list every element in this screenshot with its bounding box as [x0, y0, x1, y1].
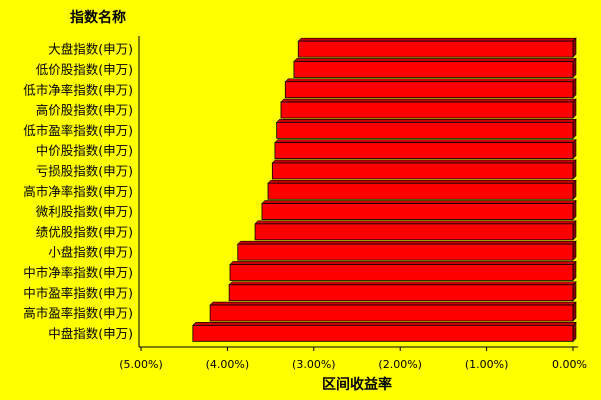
bar-face: [284, 81, 574, 99]
x-tick-label: 0.00%: [552, 358, 587, 371]
category-label: 低市净率指数(申万): [23, 82, 133, 97]
bar-top: [254, 220, 577, 225]
bar-top: [271, 159, 577, 164]
category-label: 高市盈率指数(申万): [23, 306, 133, 321]
bars-group: [192, 37, 577, 343]
bar-top: [228, 281, 577, 286]
bar-face: [293, 61, 574, 78]
bar-11: [229, 260, 577, 282]
bar-face: [274, 142, 574, 160]
bar-7: [267, 179, 577, 200]
bar-face: [271, 162, 574, 180]
bar-top: [237, 240, 577, 245]
bar-top: [261, 200, 577, 204]
bar-face: [297, 40, 574, 58]
bar-face: [237, 243, 574, 261]
category-label: 绩优股指数(申万): [36, 224, 133, 239]
category-label: 低市盈率指数(申万): [23, 123, 133, 138]
x-tick-label: (4.00%): [206, 358, 250, 371]
category-label: 中价股指数(申万): [36, 143, 133, 158]
bar-0: [297, 37, 577, 58]
bar-top: [192, 322, 577, 326]
category-label: 小盘指数(申万): [48, 245, 133, 260]
x-tick-label: (3.00%): [292, 358, 336, 371]
bar-face: [276, 121, 574, 139]
bar-top: [229, 261, 577, 265]
x-tick-label: (1.00%): [465, 358, 509, 371]
bar-top: [284, 78, 577, 83]
category-label: 高市净率指数(申万): [23, 184, 133, 199]
bar-top: [267, 179, 577, 184]
category-label: 微利股指数(申万): [36, 204, 133, 219]
bar-1: [293, 57, 577, 79]
bar-3: [280, 98, 577, 119]
bar-14: [192, 321, 577, 343]
x-ticks: (5.00%) (4.00%) (3.00%) (2.00%) (1.00%) 0.00%: [119, 347, 587, 371]
bar-face: [267, 182, 574, 200]
bar-face: [229, 264, 574, 281]
x-axis-title: 区间收益率: [322, 376, 392, 393]
category-label: 亏损股指数(申万): [36, 163, 133, 178]
bar-13: [209, 301, 577, 322]
bar-top: [275, 119, 577, 123]
category-labels: 大盘指数(申万) 低价股指数(申万) 低市净率指数(申万) 高价股指数(申万) 低市盈率…: [23, 42, 133, 341]
category-label: 中市盈率指数(申万): [23, 285, 133, 300]
bar-12: [228, 281, 577, 302]
bar-9: [254, 220, 577, 241]
bar-top: [209, 301, 577, 306]
bar-10: [237, 240, 577, 261]
bar-top: [293, 58, 577, 62]
category-label: 中盘指数(申万): [48, 326, 133, 341]
bar-6: [271, 159, 577, 180]
bar-face: [261, 203, 574, 220]
bar-face: [192, 324, 574, 342]
bar-2: [284, 78, 577, 99]
category-label: 大盘指数(申万): [48, 42, 133, 57]
category-label: 低价股指数(申万): [36, 62, 133, 77]
category-label: 高价股指数(申万): [36, 103, 133, 118]
bar-5: [274, 138, 577, 160]
bar-face: [228, 284, 574, 302]
bar-8: [261, 199, 577, 221]
x-tick-label: (2.00%): [378, 358, 422, 371]
bar-top: [297, 37, 577, 42]
bar-4: [275, 118, 577, 140]
category-label: 中市净率指数(申万): [23, 265, 133, 280]
bar-face: [280, 101, 574, 119]
x-tick-label: (5.00%): [119, 358, 163, 371]
bar-top: [280, 98, 577, 103]
bar-face: [209, 304, 574, 322]
y-axis-title: 指数名称: [70, 9, 126, 26]
bar-top: [274, 139, 577, 143]
bar-face: [254, 223, 574, 241]
